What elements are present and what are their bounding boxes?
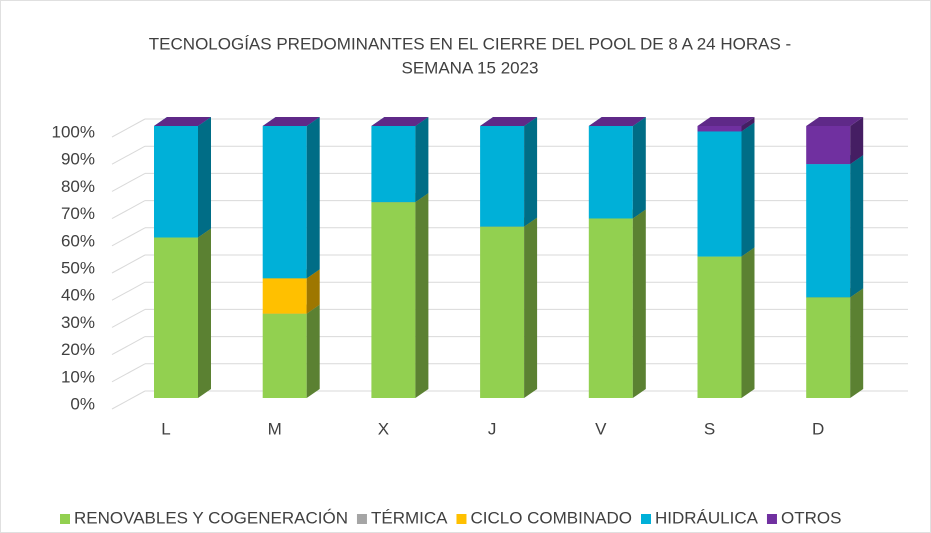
bar-segment [697,131,742,257]
grid-line [111,172,146,192]
grid-line [111,308,146,328]
bar-side [198,228,211,398]
bar-segment [806,164,851,298]
grid-line [111,227,146,247]
grid-line [111,363,146,383]
bar-top [480,117,538,126]
y-tick-label: 50% [61,258,95,277]
legend-label: HIDRÁULICA [655,508,759,527]
bar-side [198,117,211,238]
bar-side [741,117,755,132]
legend-swatch [356,514,367,524]
x-tick-label: J [488,419,497,438]
bar-segment [480,226,525,398]
bar-side [415,117,429,203]
bar-side [741,247,755,398]
bar-top [154,117,211,126]
bar-segment [371,126,416,203]
bar-side [850,288,864,398]
bar-segment [697,126,742,132]
grid-line [111,200,146,220]
bar-segment [588,126,633,219]
legend-label: CICLO COMBINADO [470,508,632,527]
legend-swatch [456,514,467,524]
legend-label: RENOVABLES Y COGENERACIÓN [74,508,348,527]
bar-segment [371,202,416,398]
bar-top [806,117,864,126]
legend-label: TÉRMICA [371,508,448,527]
bar-side [632,117,646,219]
chart-title: TECNOLOGÍAS PREDOMINANTES EN EL CIERRE D… [149,34,791,53]
legend-label: OTROS [781,508,841,527]
bar-side [850,155,864,298]
legend-swatch [60,514,70,524]
bar-side [524,117,538,227]
y-tick-label: 90% [61,150,95,169]
x-tick-label: V [595,419,607,438]
y-tick-label: 30% [61,313,95,332]
bar-top [588,117,646,126]
bar-segment [588,218,633,398]
bar-side [850,117,864,165]
bar-top [697,117,755,126]
bar-segment [806,297,851,398]
bar-top [371,117,429,126]
y-tick-label: 100% [52,122,95,141]
x-tick-label: D [812,419,824,438]
legend-swatch [766,514,777,524]
grid-line [111,336,146,356]
grid-line [111,145,146,165]
x-tick-label: M [268,419,282,438]
bar-side [741,122,755,257]
chart-title: SEMANA 15 2023 [401,58,538,77]
bar-segment [262,313,307,398]
y-tick-label: 80% [61,177,95,196]
y-tick-label: 60% [61,231,95,250]
bar-side [524,217,538,398]
y-tick-label: 10% [61,367,95,386]
x-tick-label: L [161,419,170,438]
bar-segment [480,126,525,227]
bar-side [632,209,646,398]
bar-side [306,304,320,398]
bar-segment [806,126,851,165]
legend-swatch [641,514,651,524]
x-tick-label: X [378,419,389,438]
bar-segment [697,256,742,398]
bar-top [262,117,320,126]
bar-side [306,117,320,279]
bar-segment [154,237,198,398]
grid-line [111,390,146,410]
bar-segment [262,126,307,279]
grid-line [111,281,146,301]
bar-side [306,269,320,314]
y-tick-label: 70% [61,204,95,223]
grid-line [111,118,146,138]
grid-line [111,254,146,274]
x-tick-label: S [704,419,715,438]
y-tick-label: 20% [61,340,95,359]
y-tick-label: 0% [70,394,95,413]
bar-side [415,193,429,398]
bar-segment [262,278,307,314]
bar-segment [154,126,198,238]
y-tick-label: 40% [61,286,95,305]
